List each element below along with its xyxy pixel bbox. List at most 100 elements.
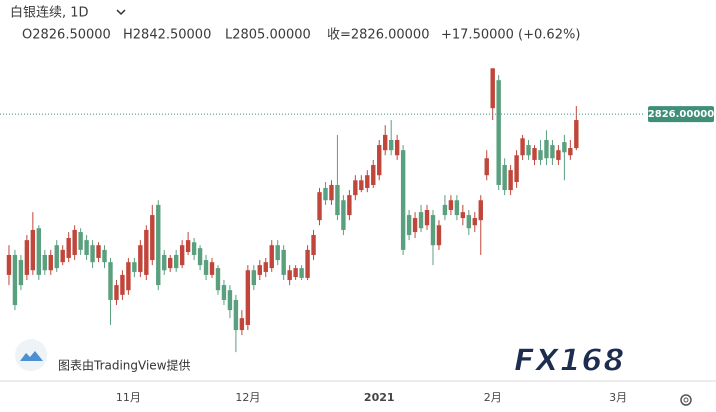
- candle-body: [66, 238, 71, 258]
- candle-body: [102, 249, 107, 263]
- candle-body: [478, 200, 483, 221]
- candle-body: [30, 229, 36, 271]
- candle-body: [173, 254, 179, 269]
- candle-body: [424, 210, 430, 226]
- candle-body: [96, 245, 101, 258]
- candle-body: [448, 200, 454, 210]
- candle-body: [287, 270, 292, 280]
- x-tick-label: 2021: [364, 391, 395, 404]
- ohlc-open: O2826.50000: [22, 28, 111, 43]
- candle-body: [490, 68, 495, 109]
- candle-body: [281, 249, 286, 275]
- x-tick-label: 3月: [609, 391, 627, 404]
- candle-body: [84, 240, 89, 255]
- candle-body: [442, 204, 448, 216]
- candle-body: [562, 142, 567, 153]
- candle-body: [72, 229, 77, 255]
- candle-body: [150, 215, 155, 261]
- candle-body: [484, 158, 489, 176]
- candle-body: [359, 180, 364, 191]
- candle-body: [436, 225, 442, 246]
- candle-body: [179, 245, 185, 266]
- candle-body: [245, 270, 251, 325]
- symbol-menu-chevron[interactable]: [116, 9, 126, 16]
- candle-body: [335, 184, 340, 216]
- candle-body: [36, 228, 42, 275]
- symbol-title[interactable]: 白银连续, 1D: [10, 5, 89, 21]
- candle-body: [90, 245, 95, 263]
- candle-body: [191, 242, 197, 255]
- candle-body: [221, 285, 227, 300]
- fx168-logo: FX168: [514, 344, 625, 379]
- candle-body: [526, 145, 531, 156]
- candle-body: [520, 138, 525, 156]
- candle-body: [78, 232, 83, 250]
- candle-body: [108, 262, 113, 300]
- candle-body: [311, 235, 316, 255]
- candle-body: [168, 257, 173, 269]
- candle-body: [347, 195, 352, 216]
- candle-body: [544, 140, 549, 159]
- candle-body: [54, 245, 59, 269]
- candle-body: [24, 240, 30, 275]
- candle-body: [353, 180, 358, 196]
- candle-body: [556, 150, 561, 160]
- candle-body: [215, 268, 221, 291]
- x-tick-label: 11月: [116, 391, 141, 404]
- candle-body: [508, 170, 513, 191]
- candle-body: [227, 290, 233, 311]
- candle-body: [412, 218, 418, 233]
- candle-body: [394, 140, 400, 156]
- candle-body: [502, 165, 507, 191]
- candle-body: [341, 200, 346, 230]
- candles: [6, 68, 579, 353]
- candle-body: [454, 200, 460, 216]
- price-label-box: [648, 106, 714, 123]
- candle-body: [377, 145, 382, 176]
- candle-body: [263, 262, 268, 272]
- gear-ring: [680, 394, 692, 406]
- candle-body: [203, 260, 209, 275]
- price-label: 2826.00000: [648, 109, 714, 120]
- candle-body: [239, 318, 245, 331]
- candle-body: [12, 254, 18, 306]
- candle-body: [305, 249, 310, 278]
- candle-body: [406, 215, 412, 236]
- candle-body: [144, 229, 149, 275]
- candle-body: [514, 155, 519, 182]
- candle-body: [42, 254, 47, 271]
- tradingview-badge[interactable]: 图表由TradingView提供: [15, 339, 191, 373]
- x-tick-label: 12月: [235, 391, 260, 404]
- candle-body: [233, 299, 239, 331]
- badge-circle: [15, 339, 47, 371]
- candle-body: [430, 215, 436, 246]
- candle-body: [323, 187, 328, 201]
- candle-body: [257, 265, 262, 275]
- candle-body: [568, 148, 573, 156]
- candle-body: [293, 268, 298, 278]
- candle-body: [466, 215, 472, 229]
- gear-center: [683, 397, 689, 403]
- candle-body: [317, 192, 322, 221]
- candle-body: [269, 245, 274, 269]
- candle-body: [114, 285, 119, 300]
- ohlc-close: 收=2826.00000: [327, 28, 429, 43]
- candle-body: [48, 254, 53, 271]
- candle-body: [550, 145, 555, 159]
- candle-body: [383, 134, 388, 151]
- candle-body: [371, 165, 376, 185]
- candle-body: [6, 254, 12, 275]
- candle-body: [400, 150, 406, 250]
- settings-gear[interactable]: [680, 394, 692, 406]
- candle-body: [299, 268, 304, 278]
- attribution: 图表由TradingView提供: [58, 358, 191, 373]
- candle-body: [60, 249, 65, 263]
- candle-body: [365, 175, 370, 188]
- candle-body: [251, 270, 257, 286]
- candle-body: [197, 248, 203, 266]
- candle-body: [388, 140, 394, 151]
- candle-body: [156, 204, 161, 286]
- candle-body: [496, 80, 501, 185]
